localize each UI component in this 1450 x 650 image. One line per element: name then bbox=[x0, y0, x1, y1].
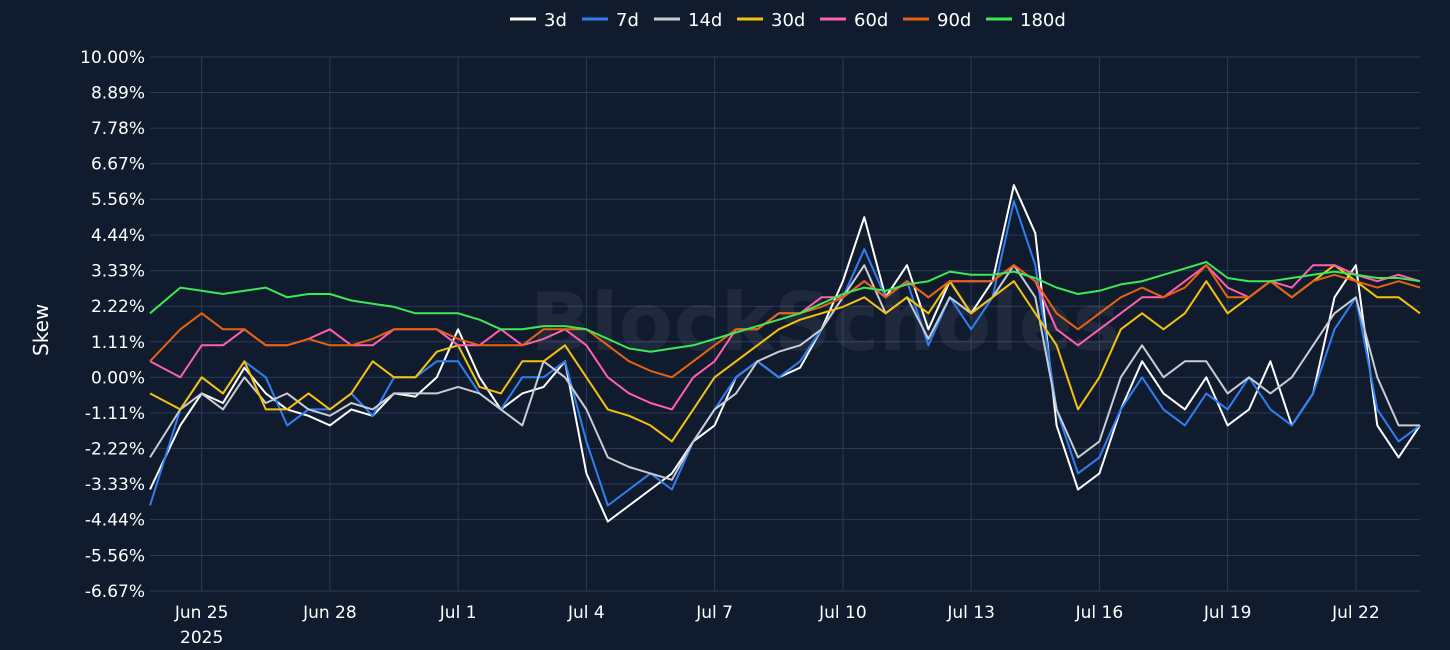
x-tick-label: Jul 10 bbox=[818, 603, 867, 623]
x-tick-label: Jul 1 bbox=[439, 603, 477, 623]
x-tick-label: Jun 25 bbox=[174, 603, 229, 623]
y-tick-label: -4.44% bbox=[85, 511, 145, 531]
y-axis: 10.00% 8.89% 7.78% 6.67% 5.56% 4.44% 3.33% 2.22… bbox=[80, 48, 145, 602]
legend-label: 7d bbox=[616, 10, 639, 31]
x-tick-label: Jul 22 bbox=[1331, 603, 1380, 623]
x-tick-label: Jul 16 bbox=[1075, 603, 1124, 623]
series-line-7d bbox=[149, 200, 1421, 507]
series-line-90d bbox=[149, 264, 1421, 379]
legend-label: 90d bbox=[937, 10, 971, 31]
legend-item-14d[interactable]: 14d bbox=[654, 10, 722, 31]
legend-label: 30d bbox=[771, 10, 805, 31]
series-line-30d bbox=[149, 264, 1421, 443]
y-axis-label: Skew bbox=[29, 304, 53, 356]
legend[interactable]: 3d 7d 14d 30d 60d 90d 180d bbox=[510, 10, 1066, 31]
legend-item-3d[interactable]: 3d bbox=[510, 10, 567, 31]
y-tick-label: -5.56% bbox=[85, 546, 145, 566]
y-tick-label: -6.67% bbox=[85, 582, 145, 602]
legend-item-60d[interactable]: 60d bbox=[820, 10, 888, 31]
series-line-14d bbox=[149, 264, 1420, 481]
y-tick-label: 4.44% bbox=[91, 226, 145, 246]
y-tick-label: 10.00% bbox=[80, 48, 145, 68]
y-tick-label: 0.00% bbox=[91, 368, 145, 388]
y-tick-label: -1.11% bbox=[85, 404, 145, 424]
legend-item-7d[interactable]: 7d bbox=[582, 10, 639, 31]
y-tick-label: 3.33% bbox=[91, 262, 145, 282]
y-tick-label: 5.56% bbox=[91, 190, 145, 210]
x-tick-label: Jul 4 bbox=[567, 603, 605, 623]
y-tick-label: 2.22% bbox=[91, 297, 145, 317]
x-tick-label: Jul 13 bbox=[946, 603, 995, 623]
y-tick-label: -2.22% bbox=[85, 439, 145, 459]
x-tick-label: Jun 28 bbox=[302, 603, 357, 623]
legend-label: 3d bbox=[544, 10, 567, 31]
legend-item-30d[interactable]: 30d bbox=[737, 10, 805, 31]
x-tick-year-label: 2025 bbox=[180, 628, 223, 648]
legend-label: 14d bbox=[688, 10, 722, 31]
legend-label: 180d bbox=[1020, 10, 1066, 31]
y-tick-label: 6.67% bbox=[91, 155, 145, 175]
y-tick-label: 7.78% bbox=[91, 119, 145, 139]
legend-item-180d[interactable]: 180d bbox=[986, 10, 1066, 31]
series-line-3d bbox=[149, 184, 1421, 523]
series-line-180d bbox=[149, 261, 1421, 353]
y-tick-label: 1.11% bbox=[91, 333, 145, 353]
series-lines bbox=[149, 184, 1421, 523]
x-tick-label: Jul 19 bbox=[1203, 603, 1252, 623]
x-tick-label: Jul 7 bbox=[695, 603, 733, 623]
legend-item-90d[interactable]: 90d bbox=[903, 10, 971, 31]
x-axis: Jun 25 2025 Jun 28 Jul 1 Jul 4 Jul 7 Jul 10 Jul… bbox=[174, 603, 1380, 648]
legend-label: 60d bbox=[854, 10, 888, 31]
y-tick-label: 8.89% bbox=[91, 84, 145, 104]
y-tick-label: -3.33% bbox=[85, 475, 145, 495]
